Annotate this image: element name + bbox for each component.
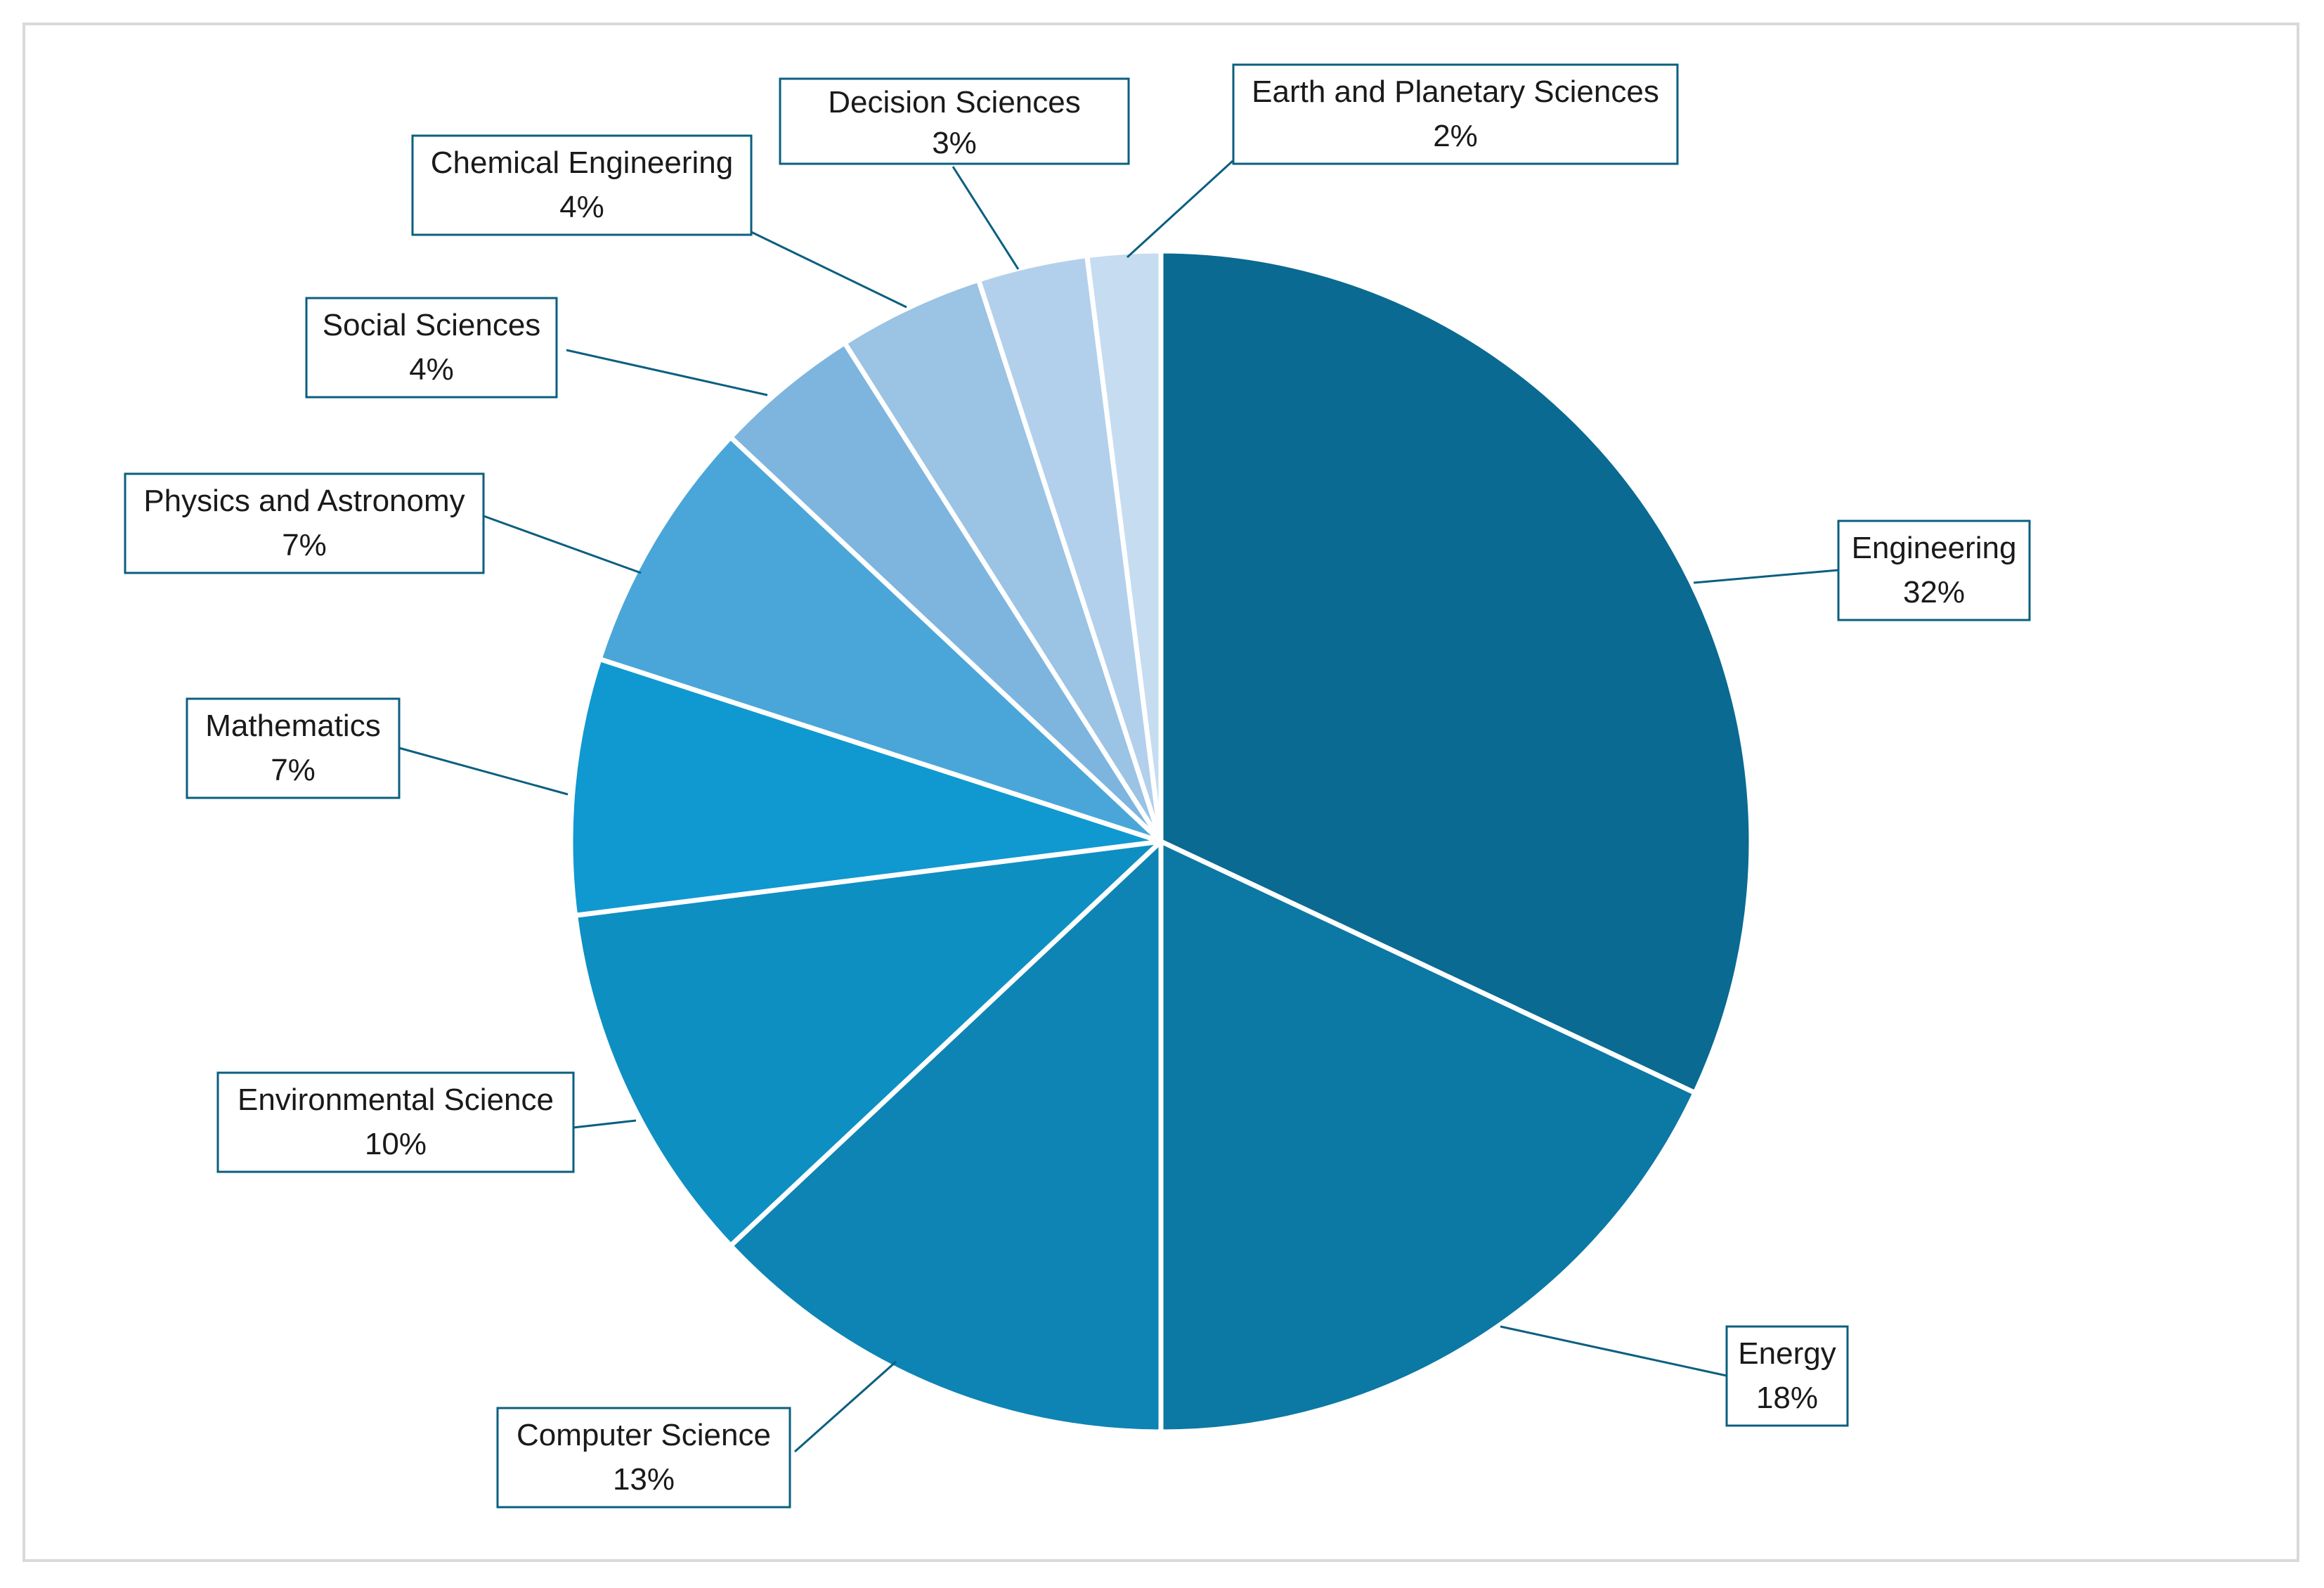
label-box	[1725, 1325, 1849, 1427]
data-label-social-sciences: Social Sciences 4%	[305, 297, 558, 399]
data-label-decision-sciences: Decision Sciences 3%	[779, 77, 1130, 165]
leader-line-decision-sciences	[952, 166, 1020, 270]
label-box	[496, 1407, 791, 1509]
slice-percent-label: 13%	[613, 1462, 675, 1497]
label-box	[1232, 63, 1679, 165]
label-box	[124, 472, 485, 574]
label-box	[779, 77, 1130, 165]
pie-slices	[568, 248, 1754, 1435]
slice-category-label: Earth and Planetary Sciences	[1252, 75, 1659, 109]
slice-category-label: Decision Sciences	[828, 85, 1081, 120]
pie-slice-environmental-science	[573, 839, 1164, 1248]
slice-category-label: Physics and Astronomy	[143, 484, 465, 518]
leader-line-earth-and-planetary-sciences	[1126, 160, 1234, 259]
pie-slice-chemical-engineering	[842, 277, 1164, 844]
label-box	[1837, 519, 2031, 621]
slice-percent-label: 2%	[1433, 119, 1478, 153]
slice-percent-label: 7%	[282, 528, 327, 562]
data-label-computer-science: Computer Science 13%	[496, 1407, 791, 1509]
data-label-mathematics: Mathematics 7%	[186, 697, 401, 799]
slice-category-label: Mathematics	[205, 709, 380, 743]
slice-category-label: Energy	[1738, 1336, 1836, 1371]
slice-category-label: Chemical Engineering	[431, 146, 733, 180]
pie-slice-energy	[1158, 839, 1698, 1435]
leader-line-engineering	[1693, 569, 1839, 584]
slice-category-label: Engineering	[1852, 531, 2017, 565]
slice-percent-label: 32%	[1903, 575, 1965, 609]
label-box	[411, 134, 753, 236]
slice-percent-label: 4%	[409, 352, 454, 387]
data-label-environmental-science: Environmental Science 10%	[216, 1071, 575, 1173]
data-label-energy: Energy 18%	[1725, 1325, 1849, 1427]
slice-labels: Engineering 32% Energy 18% Computer Science 1…	[124, 63, 2031, 1509]
data-label-physics-and-astronomy: Physics and Astronomy 7%	[124, 472, 485, 574]
pie-slice-social-sciences	[728, 340, 1164, 844]
slice-category-label: Computer Science	[517, 1418, 771, 1452]
leader-lines	[398, 160, 1839, 1453]
slice-percent-label: 18%	[1756, 1381, 1818, 1415]
data-label-engineering: Engineering 32%	[1837, 519, 2031, 621]
leader-line-mathematics	[398, 747, 569, 796]
pie-slice-mathematics	[568, 656, 1164, 918]
leader-line-environmental-science	[573, 1119, 637, 1129]
leader-line-social-sciences	[566, 349, 768, 396]
slice-percent-label: 10%	[365, 1127, 427, 1161]
slice-percent-label: 7%	[271, 753, 316, 787]
slice-category-label: Social Sciences	[323, 308, 541, 342]
pie-slice-engineering	[1158, 248, 1754, 1096]
label-box	[305, 297, 558, 399]
pie-slice-earth-and-planetary-sciences	[1084, 248, 1164, 844]
leader-line-chemical-engineering	[751, 231, 907, 309]
leader-line-physics-and-astronomy	[483, 515, 642, 574]
data-label-chemical-engineering: Chemical Engineering 4%	[411, 134, 753, 236]
leader-line-energy	[1500, 1325, 1727, 1377]
label-box	[186, 697, 401, 799]
leader-line-computer-science	[794, 1360, 897, 1453]
pie-slice-computer-science	[728, 839, 1164, 1435]
slice-category-label: Environmental Science	[238, 1083, 554, 1117]
pie-slice-physics-and-astronomy	[597, 434, 1164, 844]
data-label-earth-and-planetary-sciences: Earth and Planetary Sciences 2%	[1232, 63, 1679, 165]
slice-percent-label: 4%	[559, 190, 604, 224]
slice-percent-label: 3%	[932, 126, 977, 160]
label-box	[216, 1071, 575, 1173]
